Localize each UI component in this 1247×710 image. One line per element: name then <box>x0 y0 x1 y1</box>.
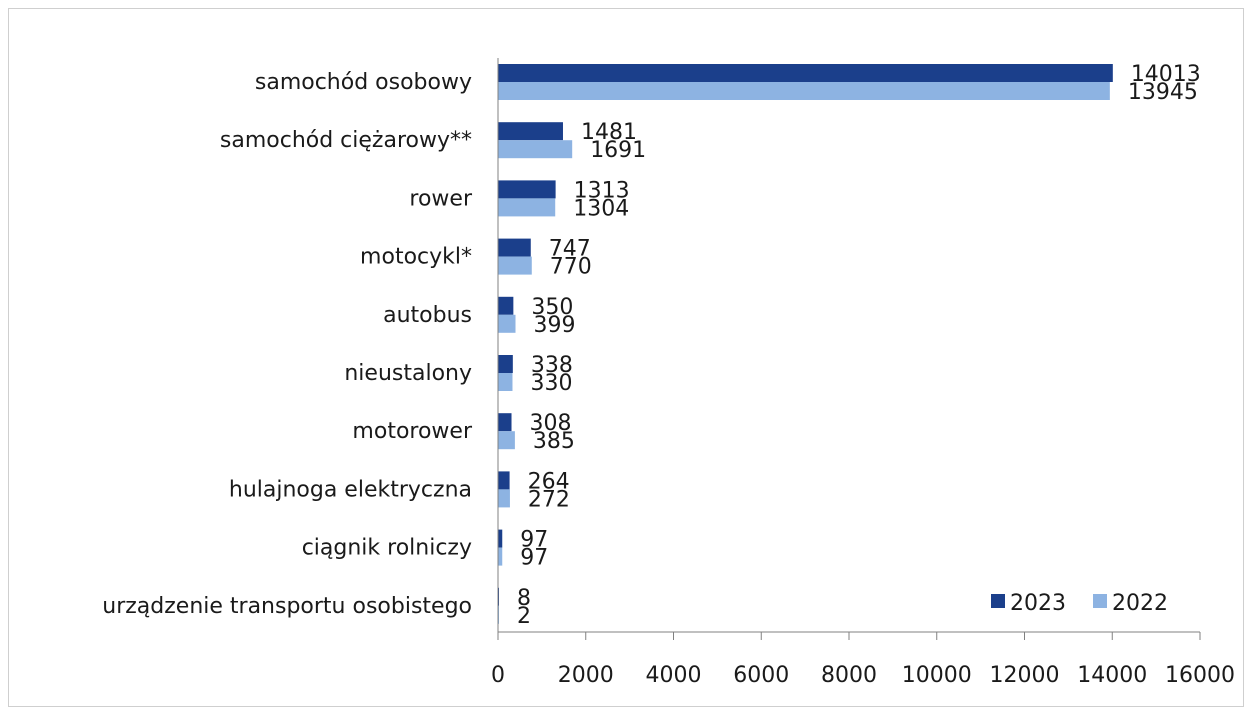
x-tick-label: 16000 <box>1165 663 1235 688</box>
data-label: 264 <box>528 469 570 494</box>
bar-2022 <box>498 373 513 391</box>
data-label: 1304 <box>573 196 629 221</box>
bars-layer <box>498 64 1113 624</box>
category-label: nieustalony <box>344 361 472 386</box>
x-tick-label: 14000 <box>1077 663 1147 688</box>
legend: 2023 2022 <box>991 591 1168 616</box>
data-label: 1691 <box>590 138 646 163</box>
data-label: 272 <box>528 487 570 512</box>
data-label: 338 <box>531 353 573 378</box>
x-tick-label: 12000 <box>990 663 1060 688</box>
bar-2023 <box>498 122 563 141</box>
bar-2023 <box>498 471 510 490</box>
x-tick-label: 4000 <box>646 663 702 688</box>
data-label: 747 <box>549 237 591 262</box>
data-label: 1313 <box>574 178 630 203</box>
category-label: urządzenie transportu osobistego <box>102 594 472 619</box>
x-tick-label: 0 <box>491 663 505 688</box>
bar-2022 <box>498 198 556 217</box>
bar-2022 <box>498 82 1110 100</box>
data-label: 1481 <box>581 120 637 145</box>
category-label: rower <box>409 186 473 211</box>
x-tick-label: 8000 <box>821 663 877 688</box>
legend-label: 2022 <box>1112 591 1168 616</box>
bar-2022 <box>498 140 573 159</box>
category-label: motorower <box>352 419 473 444</box>
bar-2023 <box>498 238 531 257</box>
legend-swatch-2022 <box>1093 594 1107 608</box>
bar-2023 <box>498 355 513 373</box>
category-label: motocykl* <box>360 245 472 270</box>
bar-2022 <box>498 431 515 450</box>
data-label: 308 <box>530 411 572 436</box>
data-label: 97 <box>520 528 548 553</box>
data-label: 14013 <box>1131 62 1201 87</box>
bar-2023 <box>498 180 556 199</box>
data-label: 8 <box>517 586 531 611</box>
data-label: 399 <box>534 313 576 338</box>
x-tick-label: 2000 <box>558 663 614 688</box>
legend-swatch-2023 <box>991 594 1005 608</box>
bar-2022 <box>498 489 510 508</box>
x-axis: 0 2000 4000 6000 8000 10000 12000 14000 16000 <box>491 58 1235 688</box>
data-label: 770 <box>550 255 592 280</box>
x-tick-label: 6000 <box>733 663 789 688</box>
data-label: 2 <box>517 604 531 629</box>
data-label: 13945 <box>1128 80 1198 105</box>
bar-2023 <box>498 529 503 548</box>
data-label: 330 <box>530 371 572 396</box>
bar-2022 <box>498 547 503 566</box>
category-label: ciągnik rolniczy <box>302 536 472 561</box>
bar-2022 <box>498 314 516 333</box>
bar-2023 <box>498 296 514 315</box>
bar-2023 <box>498 64 1113 82</box>
data-label: 350 <box>531 295 573 320</box>
data-label: 385 <box>533 429 575 454</box>
bar-2022 <box>498 256 532 275</box>
legend-label: 2023 <box>1010 591 1066 616</box>
data-label: 97 <box>520 546 548 571</box>
category-label: autobus <box>383 303 472 328</box>
category-labels-layer: samochód osobowy samochód ciężarowy** rowe… <box>102 70 473 619</box>
category-label: hulajnoga elektryczna <box>229 477 472 502</box>
bar-2023 <box>498 413 512 432</box>
chart-frame <box>8 8 1244 707</box>
x-tick-label: 10000 <box>902 663 972 688</box>
category-label: samochód ciężarowy** <box>220 128 472 153</box>
category-label: samochód osobowy <box>255 70 472 95</box>
